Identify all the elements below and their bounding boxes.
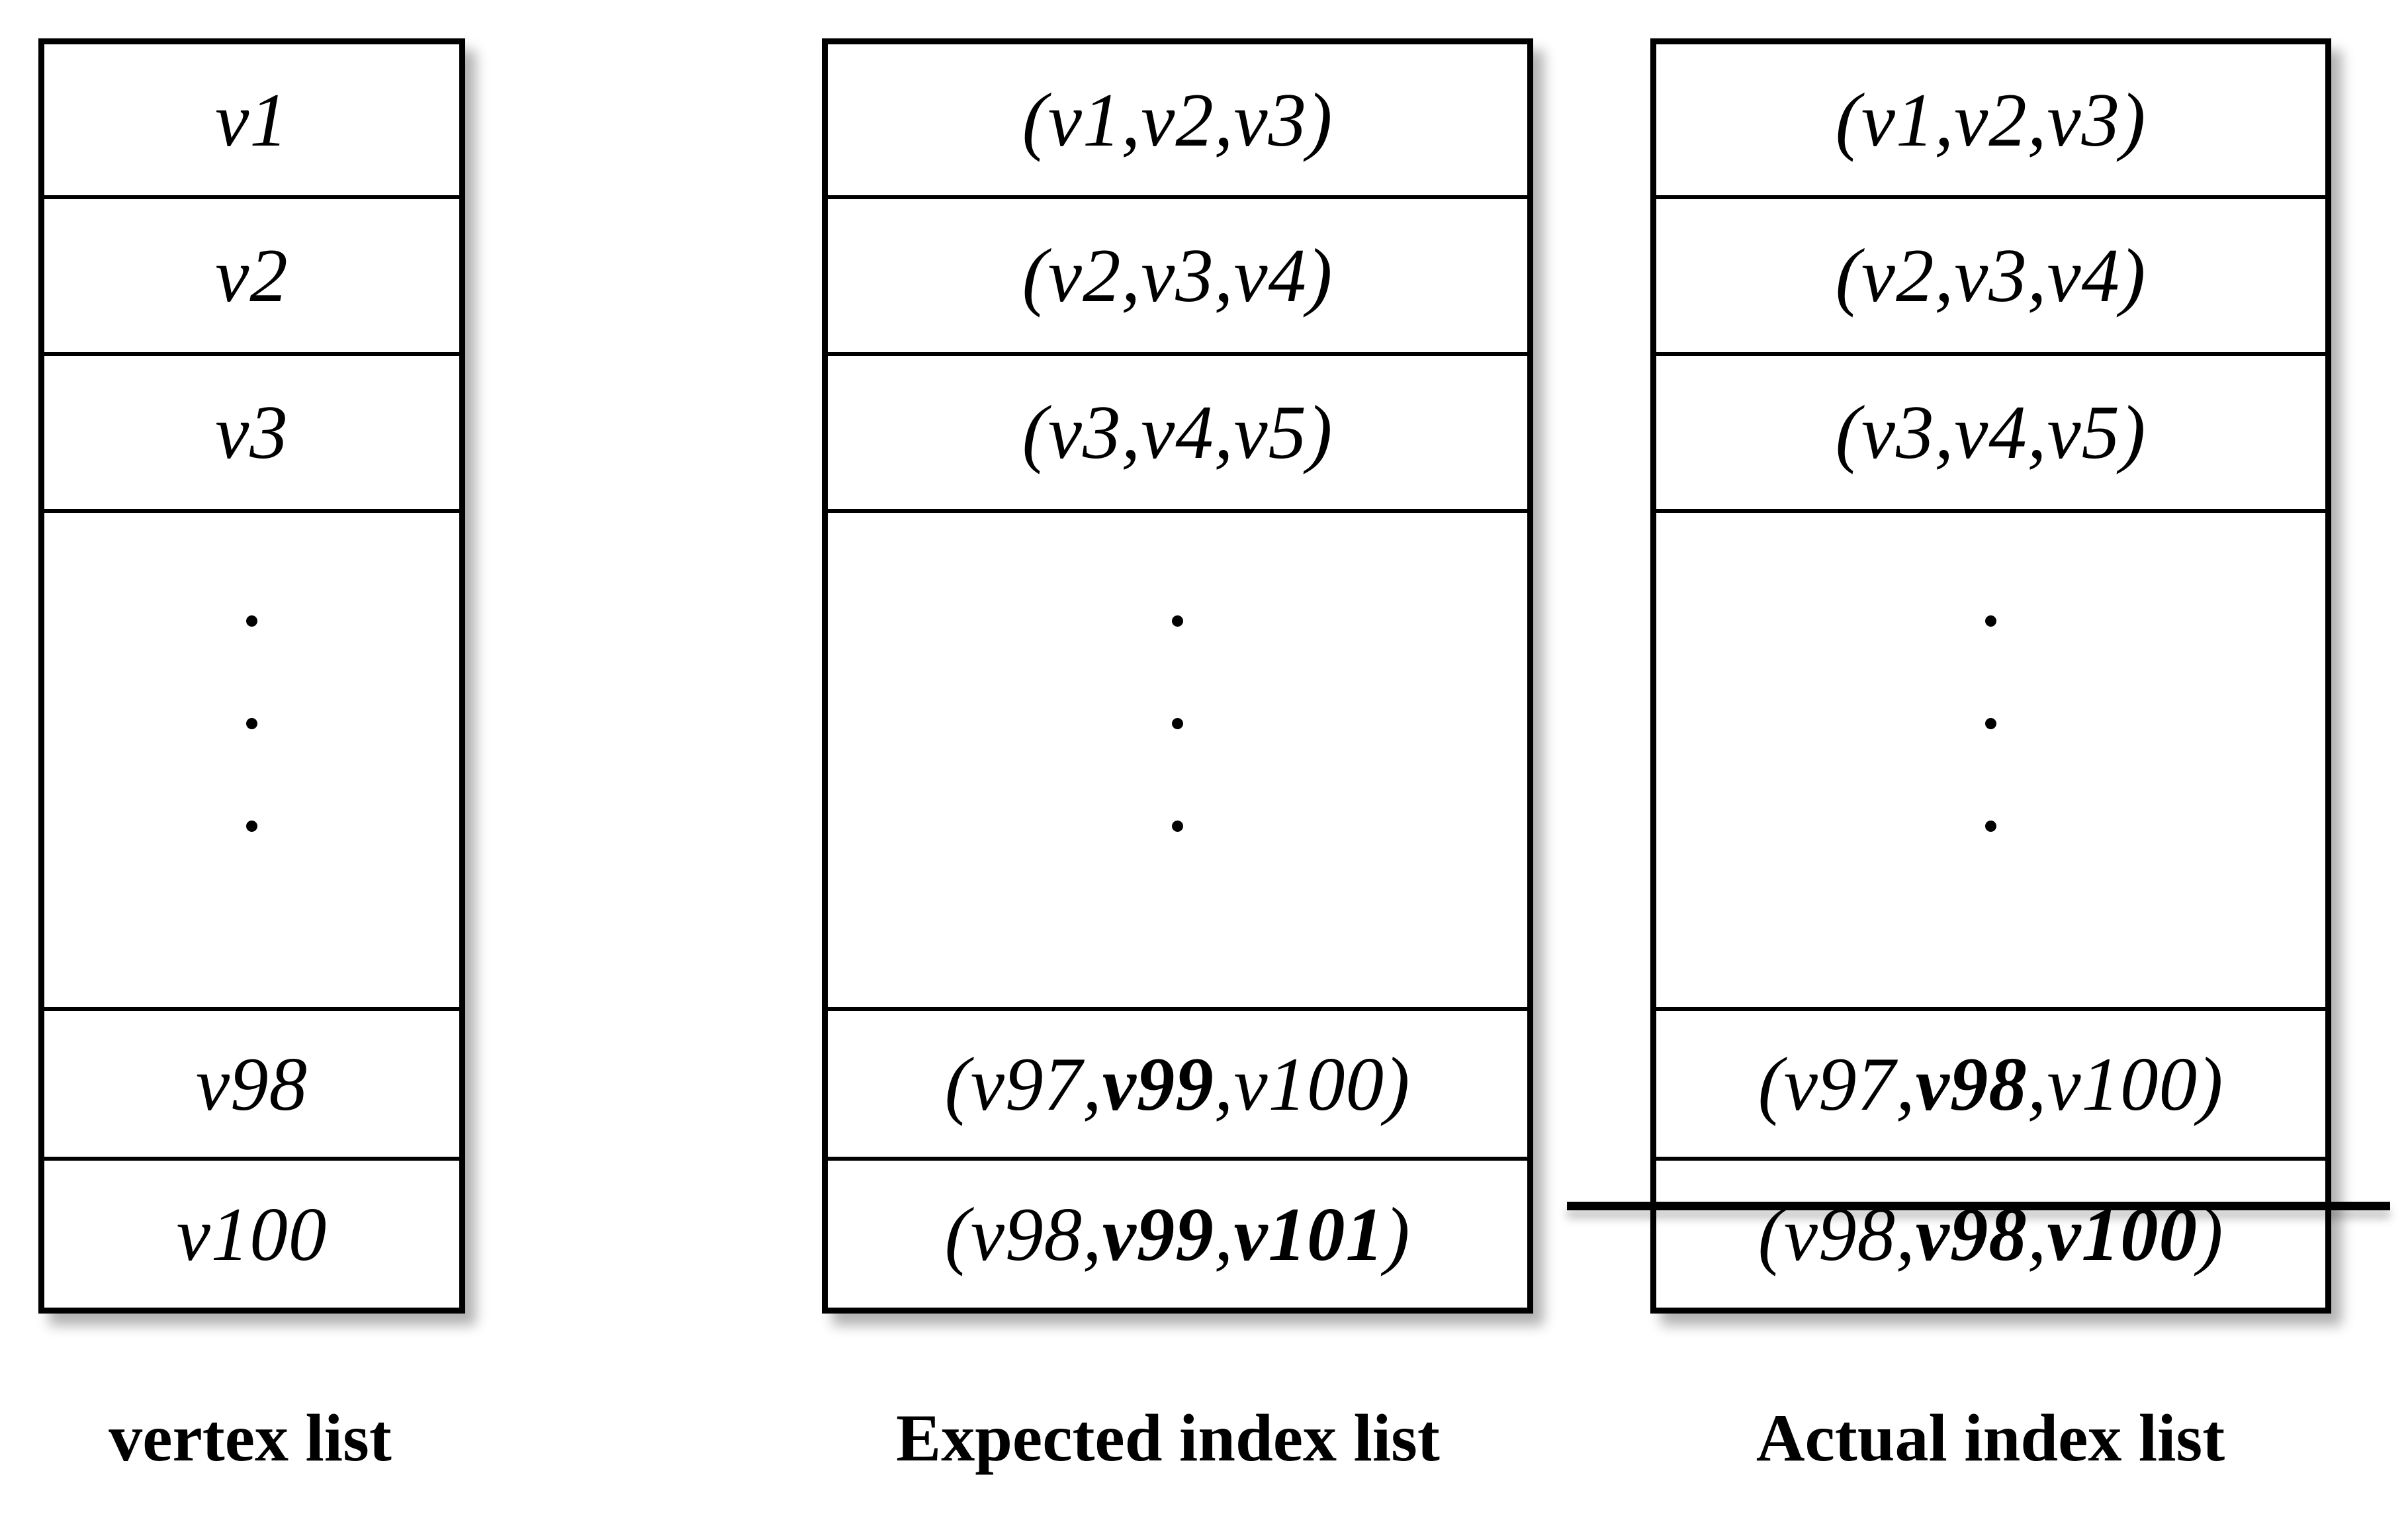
table-row: (v2,v3,v4) bbox=[1656, 195, 2325, 352]
table-row: (v98,v98,v100) bbox=[1656, 1157, 2325, 1308]
vertical-ellipsis bbox=[1172, 570, 1183, 877]
cell-text-segment: ,v100) bbox=[1214, 1042, 1411, 1126]
table-row: (v1,v2,v3) bbox=[1656, 44, 2325, 195]
label-vertex-list: vertex list bbox=[109, 1401, 392, 1476]
cell-text-segment-bold: v99 bbox=[1102, 1192, 1214, 1276]
table-row: v2 bbox=[44, 195, 459, 352]
cell-text: v1 bbox=[215, 82, 289, 158]
table-row: v1 bbox=[44, 44, 459, 195]
cell-text-segment: (v1,v2,v3) bbox=[1022, 77, 1333, 162]
ellipsis-dot bbox=[246, 718, 257, 729]
cell-text-segment: (v3,v4,v5) bbox=[1022, 390, 1333, 474]
table-row: v3 bbox=[44, 352, 459, 509]
cell-text-segment: (v97, bbox=[1758, 1042, 1916, 1126]
table-row: (v98,v99,v101) bbox=[828, 1157, 1527, 1308]
cell-text-segment: (v98, bbox=[944, 1192, 1102, 1276]
table-actual-index-list: (v1,v2,v3) (v2,v3,v4) (v3,v4,v5) (v97,v98,v… bbox=[1650, 38, 2331, 1314]
strikethrough-line bbox=[1567, 1202, 2390, 1210]
cell-text-segment: v100 bbox=[176, 1192, 328, 1276]
cell-text: v98 bbox=[196, 1046, 308, 1122]
ellipsis-dot bbox=[246, 821, 257, 832]
ellipsis-dot bbox=[1985, 615, 1996, 627]
cell-text-segment: ,v100) bbox=[2027, 1042, 2224, 1126]
cell-text-segment: v3 bbox=[215, 390, 289, 474]
ellipsis-dot bbox=[1172, 718, 1183, 729]
cell-text: (v98,v99,v101) bbox=[945, 1196, 1411, 1273]
cell-text-segment: v98 bbox=[195, 1042, 308, 1126]
table-expected-index-list: (v1,v2,v3) (v2,v3,v4) (v3,v4,v5) (v97,v99,v… bbox=[822, 38, 1533, 1314]
label-actual-index-list: Actual index list bbox=[1756, 1401, 2225, 1476]
cell-text: (v3,v4,v5) bbox=[1836, 394, 2147, 470]
ellipsis-dot bbox=[1172, 615, 1183, 627]
cell-text: (v97,v98,v100) bbox=[1758, 1046, 2224, 1122]
vertical-ellipsis bbox=[246, 570, 257, 877]
cell-text: v2 bbox=[215, 238, 289, 314]
cell-text: (v97,v99,v100) bbox=[945, 1046, 1411, 1122]
cell-text-segment: v1 bbox=[215, 77, 289, 162]
cell-text: (v2,v3,v4) bbox=[1836, 238, 2147, 314]
table-row bbox=[1656, 509, 2325, 1007]
cell-text-segment: ) bbox=[1384, 1192, 1411, 1276]
cell-text-segment: (v3,v4,v5) bbox=[1835, 390, 2147, 474]
cell-text: (v2,v3,v4) bbox=[1022, 238, 1333, 314]
cell-text-segment: (v1,v2,v3) bbox=[1835, 77, 2147, 162]
ellipsis-dot bbox=[1985, 821, 1996, 832]
cell-text-segment: (v2,v3,v4) bbox=[1835, 234, 2147, 318]
ellipsis-dot bbox=[246, 615, 257, 627]
cell-text-segment-bold: v101 bbox=[1233, 1192, 1385, 1276]
table-row: (v3,v4,v5) bbox=[1656, 352, 2325, 509]
table-row: v100 bbox=[44, 1157, 459, 1308]
table-row: (v97,v98,v100) bbox=[1656, 1007, 2325, 1157]
cell-text-segment: , bbox=[1214, 1192, 1234, 1276]
cell-text-segment-bold: v99 bbox=[1102, 1042, 1214, 1126]
cell-text: (v3,v4,v5) bbox=[1022, 394, 1333, 470]
label-expected-index-list: Expected index list bbox=[896, 1401, 1440, 1476]
table-row bbox=[828, 509, 1527, 1007]
cell-text-segment: (v97, bbox=[944, 1042, 1102, 1126]
table-row: (v1,v2,v3) bbox=[828, 44, 1527, 195]
table-row bbox=[44, 509, 459, 1007]
cell-text-segment: v2 bbox=[215, 234, 289, 318]
table-row: (v2,v3,v4) bbox=[828, 195, 1527, 352]
table-row: (v3,v4,v5) bbox=[828, 352, 1527, 509]
cell-text: v100 bbox=[177, 1196, 328, 1273]
cell-text: (v1,v2,v3) bbox=[1836, 82, 2147, 158]
cell-text: v3 bbox=[215, 394, 289, 470]
table-row: (v97,v99,v100) bbox=[828, 1007, 1527, 1157]
cell-text-segment-bold: v98 bbox=[1915, 1042, 2028, 1126]
vertical-ellipsis bbox=[1985, 570, 1996, 877]
table-vertex-list: v1 v2 v3 v98 v100 bbox=[38, 38, 465, 1314]
cell-text: (v1,v2,v3) bbox=[1022, 82, 1333, 158]
cell-text-segment: (v2,v3,v4) bbox=[1022, 234, 1333, 318]
ellipsis-dot bbox=[1172, 821, 1183, 832]
table-row: v98 bbox=[44, 1007, 459, 1157]
ellipsis-dot bbox=[1985, 718, 1996, 729]
